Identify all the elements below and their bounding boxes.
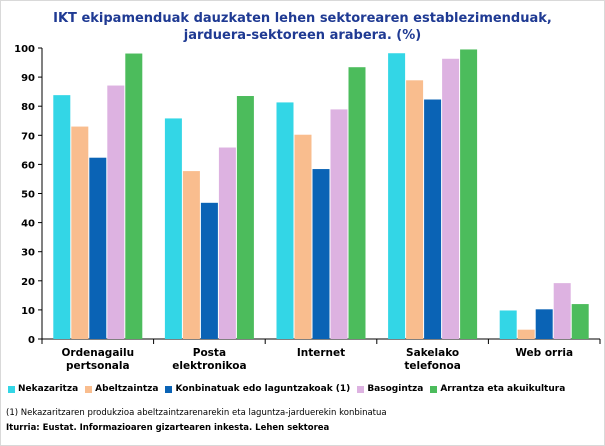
bar <box>535 309 553 339</box>
bar <box>182 171 200 339</box>
bar <box>330 109 348 339</box>
y-tick-label: 80 <box>21 102 35 113</box>
bar <box>276 102 294 340</box>
category-label: Sakelako <box>406 347 459 359</box>
y-tick-label: 50 <box>21 190 35 201</box>
category-label: pertsonala <box>66 360 130 372</box>
bar <box>125 53 143 340</box>
bar <box>517 329 535 339</box>
chart-title: IKT ekipamenduak dauzkaten lehen sektore… <box>0 10 605 44</box>
chart-title-line-1: IKT ekipamenduak dauzkaten lehen sektore… <box>53 11 552 26</box>
legend-swatch <box>430 385 438 393</box>
y-tick-label: 20 <box>21 277 35 288</box>
legend-swatch <box>8 385 15 393</box>
bar <box>107 85 125 339</box>
y-tick-label: 90 <box>21 73 35 84</box>
y-tick-label: 30 <box>21 248 35 259</box>
source-line: Iturria: Eustat. Informazioaren gizartea… <box>6 423 330 433</box>
bar <box>424 99 442 339</box>
bar <box>53 95 71 339</box>
legend-label: Basogintza <box>367 384 424 394</box>
category-label: Internet <box>297 347 345 359</box>
legend-swatch <box>357 385 365 393</box>
bar <box>348 67 366 340</box>
bar <box>200 202 218 339</box>
y-tick-label: 10 <box>21 306 35 317</box>
chart-legend: Nekazaritza Abeltzaintza Konbinatuak edo l… <box>8 384 603 394</box>
category-label: Web orria <box>515 347 573 359</box>
bar <box>571 304 589 339</box>
legend-label: Arrantza eta akuikultura <box>440 384 566 394</box>
legend-label: Abeltzaintza <box>95 384 159 394</box>
category-label: elektronikoa <box>172 360 246 372</box>
legend-swatch <box>165 385 173 393</box>
legend-item: Konbinatuak edo laguntzakoak (1) <box>165 384 350 394</box>
legend-item: Arrantza eta akuikultura <box>430 384 565 394</box>
legend-item: Basogintza <box>357 384 423 394</box>
category-label: Ordenagailu <box>62 347 135 359</box>
y-tick-label: 100 <box>14 44 35 55</box>
bar <box>442 58 460 339</box>
bar <box>89 157 107 339</box>
bar <box>388 53 406 339</box>
bar <box>236 96 254 339</box>
legend-item: Nekazaritza <box>8 384 78 394</box>
y-tick-label: 70 <box>21 131 35 142</box>
category-label: Posta <box>193 347 226 359</box>
bar <box>499 310 517 339</box>
footnote: (1) Nekazaritzaren produkzioa abeltzaint… <box>6 408 387 418</box>
legend-label: Nekazaritza <box>18 384 79 394</box>
bar <box>71 126 89 339</box>
bar <box>553 283 571 339</box>
y-tick-label: 40 <box>21 219 35 230</box>
bar <box>294 134 312 339</box>
legend-swatch <box>85 385 93 393</box>
legend-label: Konbinatuak edo laguntzakoak (1) <box>175 384 351 394</box>
y-tick-label: 0 <box>28 335 35 346</box>
bar-chart: 0 10 20 30 40 50 60 70 80 90 100 Ordenagailupertson… <box>14 44 601 372</box>
bar <box>312 169 330 339</box>
bar <box>218 147 236 339</box>
y-tick-label: 60 <box>21 160 35 171</box>
bar <box>164 118 182 339</box>
chart-title-line-2: jarduera-sektoreen arabera. (%) <box>183 28 422 43</box>
bar <box>406 80 424 340</box>
bar <box>460 49 478 340</box>
category-label: telefonoa <box>404 360 460 372</box>
legend-item: Abeltzaintza <box>85 384 158 394</box>
